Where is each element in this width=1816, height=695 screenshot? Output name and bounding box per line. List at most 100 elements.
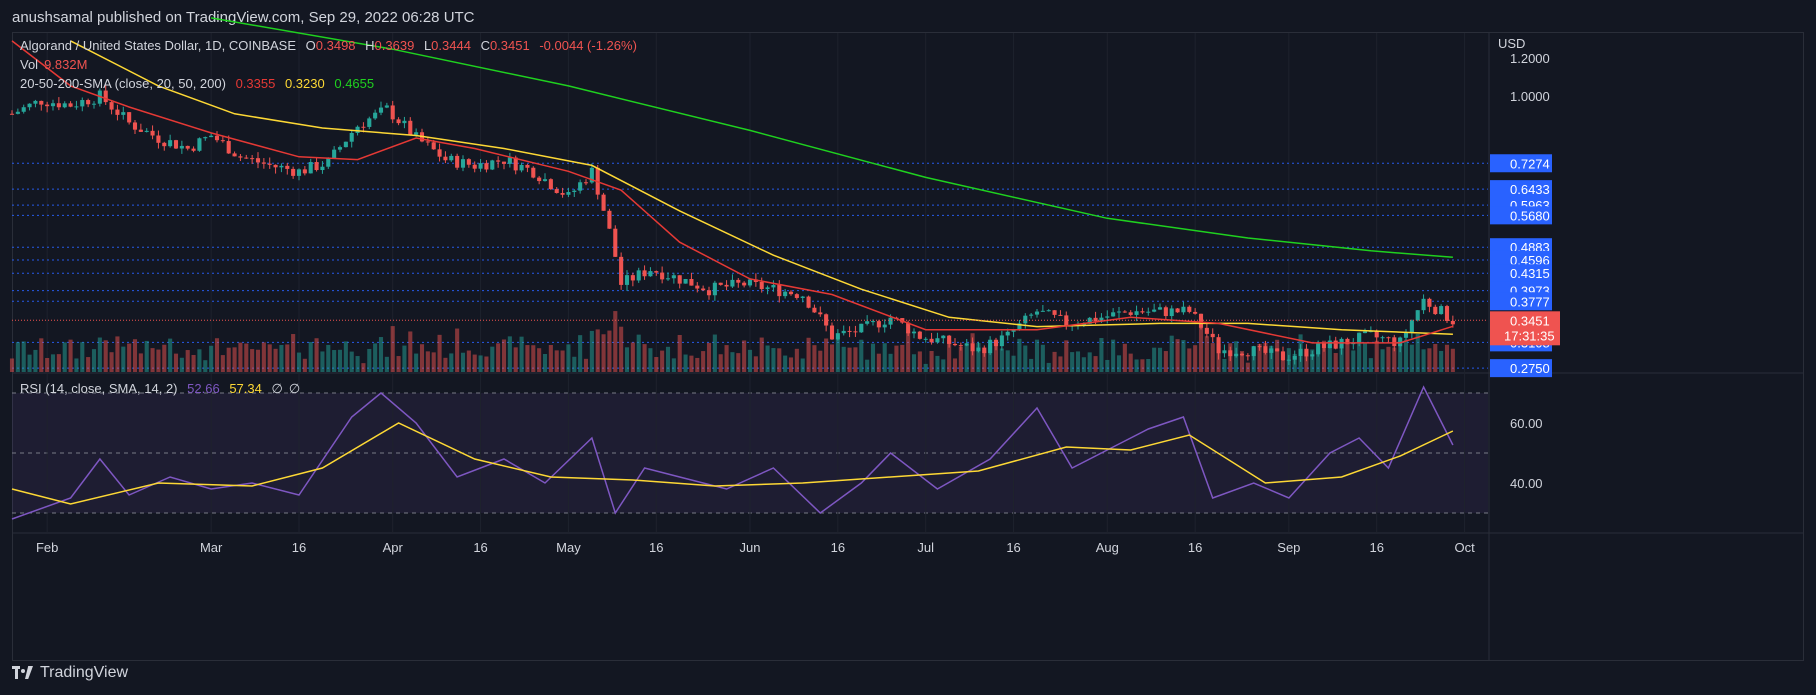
volume-bar: [1409, 344, 1414, 372]
volume-bar: [1163, 351, 1168, 372]
candle-body: [261, 162, 266, 164]
candle-body: [519, 164, 524, 171]
candle-body: [1111, 312, 1116, 317]
candle-body: [80, 100, 85, 107]
volume-bar: [320, 351, 325, 372]
candle-body: [976, 347, 981, 352]
candle-body: [847, 330, 852, 332]
candle-body: [1210, 333, 1215, 338]
sma50-value: 0.3230: [284, 76, 325, 91]
volume-bar: [1034, 339, 1040, 372]
volume-bar: [390, 326, 395, 372]
volume-bar: [466, 350, 471, 372]
volume-bar: [267, 344, 272, 372]
volume-bar: [156, 349, 161, 372]
volume-bar: [232, 347, 237, 372]
candle-body: [906, 322, 911, 334]
sma20-line: [11, 40, 1454, 344]
level-label-bg: [1490, 264, 1552, 283]
candle-body: [859, 323, 864, 333]
candle-body: [619, 256, 624, 285]
volume-bar: [103, 340, 108, 372]
candle-body: [525, 164, 530, 168]
candle-body: [472, 164, 477, 169]
candle-body: [1298, 348, 1303, 356]
volume-bar: [209, 345, 214, 372]
candle-body: [958, 345, 963, 347]
tradingview-logo-icon: [12, 666, 34, 680]
volume-bar: [648, 348, 653, 372]
volume-bar: [929, 350, 934, 372]
volume-bar: [127, 343, 132, 372]
volume-bar: [548, 345, 553, 372]
candle-body: [173, 140, 179, 149]
candle-body: [999, 335, 1004, 347]
volume-bar: [226, 347, 231, 372]
volume-bar: [976, 343, 981, 372]
candle-body: [1392, 337, 1397, 347]
candle-body: [1386, 337, 1391, 339]
volume-bar: [74, 358, 79, 372]
sma200-line: [210, 17, 1453, 259]
candle-body: [607, 210, 612, 229]
candle-body: [33, 100, 38, 104]
candle-body: [1116, 311, 1122, 313]
candle-body: [332, 149, 337, 159]
volume-bar: [1099, 338, 1104, 372]
volume-bar: [917, 351, 922, 372]
time-tick-label: Feb: [36, 540, 58, 555]
volume-bar: [765, 345, 770, 372]
volume-bar: [1040, 344, 1045, 372]
footer-brand: TradingView: [12, 664, 128, 682]
candle-body: [1444, 306, 1450, 321]
candle-body: [62, 103, 67, 108]
candle-body: [759, 281, 764, 290]
candle-body: [648, 271, 653, 277]
candle-body: [384, 105, 389, 108]
volume-bar: [1023, 345, 1028, 372]
volume-bar: [501, 339, 507, 372]
volume-bar: [531, 345, 536, 372]
candle-body: [724, 284, 729, 287]
volume-bar: [771, 348, 776, 372]
candle-body: [742, 282, 747, 286]
volume-bar: [607, 330, 612, 372]
candle-body: [1304, 348, 1309, 357]
volume-bar: [1327, 344, 1332, 372]
candle-body: [665, 278, 671, 280]
volume-bar: [1239, 351, 1245, 372]
level-label-bg: [1490, 180, 1552, 199]
candle-body: [701, 288, 706, 291]
volume-bar: [68, 339, 73, 372]
candle-body: [835, 333, 840, 340]
volume-bar: [742, 340, 747, 372]
volume-bar: [1339, 349, 1344, 372]
candle-body: [45, 104, 50, 107]
volume-bar: [824, 338, 829, 372]
candle-body: [273, 164, 278, 168]
volume-bar: [1046, 362, 1051, 372]
candle-body: [1152, 309, 1157, 312]
volume-bar: [1116, 355, 1122, 372]
volume-bar: [9, 358, 15, 372]
candle-body: [531, 167, 536, 178]
volume-bar: [982, 350, 987, 372]
volume-bar: [695, 357, 700, 372]
volume-bar: [361, 363, 366, 372]
candle-body: [68, 103, 73, 107]
volume-bar: [484, 356, 489, 372]
candle-body: [21, 107, 26, 112]
volume-bar: [62, 342, 67, 372]
level-label: 0.7274: [1510, 156, 1550, 171]
volume-bar: [455, 328, 460, 372]
volume-bar: [443, 357, 448, 372]
sma50-line: [70, 40, 1453, 335]
candle-body: [788, 291, 794, 295]
candle-body: [818, 312, 823, 315]
candle-body: [1187, 306, 1192, 312]
candle-body: [109, 102, 114, 110]
volume-bar: [1345, 342, 1350, 372]
volume-bar: [214, 338, 220, 372]
volume-bar: [39, 338, 44, 372]
